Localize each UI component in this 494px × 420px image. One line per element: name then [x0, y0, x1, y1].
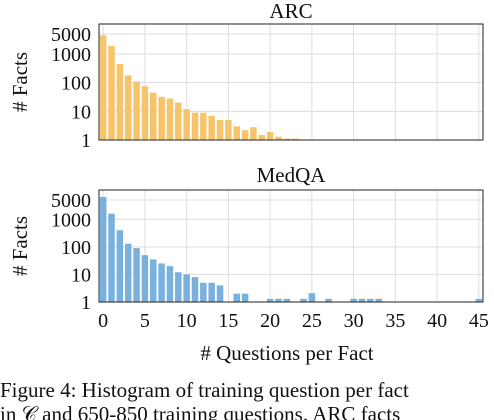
medqa-y-tick-label: 1000 — [51, 209, 91, 231]
arc-bar — [200, 112, 207, 140]
caption-line-1: Figure 4: Histogram of training question… — [0, 378, 409, 402]
medqa-y-tick-label: 5000 — [51, 190, 91, 212]
medqa-bar — [308, 293, 316, 302]
medqa-chart-title: MedQA — [257, 163, 327, 187]
medqa-bar — [116, 230, 124, 302]
medqa-bar — [166, 266, 174, 302]
medqa-bar — [141, 255, 149, 302]
arc-axes-frame — [98, 23, 484, 141]
medqa-bar — [475, 298, 483, 302]
medqa-y-tick-label: 100 — [61, 237, 91, 259]
medqa-bar — [233, 293, 240, 302]
medqa-bar — [367, 298, 374, 302]
arc-bar — [108, 46, 115, 140]
medqa-x-tick-label: 5 — [140, 310, 150, 332]
medqa-bar — [375, 298, 382, 302]
arc-bar — [141, 86, 149, 140]
medqa-bar — [241, 293, 249, 302]
medqa-y-tick-label: 10 — [71, 264, 91, 286]
arc-bar — [291, 138, 299, 140]
medqa-bar — [283, 298, 291, 302]
medqa-x-tick-label: 15 — [218, 310, 238, 332]
arc-bar — [275, 136, 282, 140]
arc-bar — [266, 132, 274, 140]
medqa-bar — [191, 277, 199, 302]
medqa-bar — [175, 272, 182, 302]
arc-y-tick-label: 10 — [71, 101, 91, 123]
arc-y-tick-label: 1 — [81, 130, 91, 152]
medqa-x-tick-label: 30 — [344, 310, 364, 332]
arc-bar — [258, 134, 266, 140]
medqa-bar — [150, 259, 157, 302]
medqa-bar — [208, 282, 215, 302]
medqa-bar — [158, 263, 165, 302]
medqa-y-axis-label: # Facts — [8, 216, 32, 276]
medqa-x-tick-label: 10 — [177, 310, 197, 332]
medqa-bar — [350, 298, 357, 302]
arc-y-tick-label: 5000 — [51, 24, 91, 46]
arc-bar — [150, 92, 157, 140]
medqa-bar — [325, 298, 332, 302]
arc-bar — [175, 102, 182, 140]
arc-y-axis-label: # Facts — [8, 52, 32, 112]
medqa-bar — [266, 298, 274, 302]
arc-bar — [166, 98, 174, 140]
arc-bar — [124, 75, 132, 140]
arc-bar — [225, 119, 232, 140]
medqa-bar — [275, 298, 282, 302]
medqa-x-axis-label: # Questions per Fact — [200, 341, 373, 365]
medqa-bar — [99, 196, 107, 302]
arc-bar — [133, 81, 140, 140]
arc-bar — [241, 130, 249, 140]
medqa-bar — [216, 285, 224, 302]
medqa-y-tick-label: 1 — [81, 292, 91, 314]
arc-plot-area — [99, 24, 483, 140]
medqa-bar — [133, 248, 140, 302]
medqa-bar — [358, 298, 366, 302]
arc-bar — [216, 119, 224, 140]
medqa-bar — [108, 213, 115, 302]
medqa-x-tick-label: 25 — [302, 310, 322, 332]
arc-bar — [208, 115, 215, 140]
medqa-axes-frame — [98, 189, 484, 303]
arc-chart-title: ARC — [269, 0, 312, 23]
medqa-x-tick-label: 20 — [260, 310, 280, 332]
arc-bar — [116, 63, 124, 140]
figure-caption: Figure 4: Histogram of training question… — [0, 377, 494, 420]
medqa-x-tick-label: 45 — [469, 310, 489, 332]
arc-y-tick-label: 100 — [61, 73, 91, 95]
medqa-bar — [300, 298, 307, 302]
medqa-bar — [124, 243, 132, 302]
medqa-x-tick-label: 35 — [385, 310, 405, 332]
medqa-x-tick-label: 0 — [98, 310, 108, 332]
arc-bar — [183, 109, 190, 140]
arc-bar — [233, 126, 240, 140]
medqa-bar — [183, 274, 190, 302]
medqa-bar — [200, 282, 207, 302]
arc-bar — [158, 96, 165, 140]
arc-bar — [250, 127, 257, 140]
medqa-x-tick-label: 40 — [427, 310, 447, 332]
arc-bar — [283, 138, 291, 140]
arc-bar — [99, 35, 107, 140]
arc-bar — [191, 112, 199, 140]
caption-line-2: in 𝒞 and 650-850 training questions. ARC… — [0, 402, 401, 420]
arc-y-tick-label: 1000 — [51, 44, 91, 66]
medqa-plot-area — [99, 190, 483, 302]
